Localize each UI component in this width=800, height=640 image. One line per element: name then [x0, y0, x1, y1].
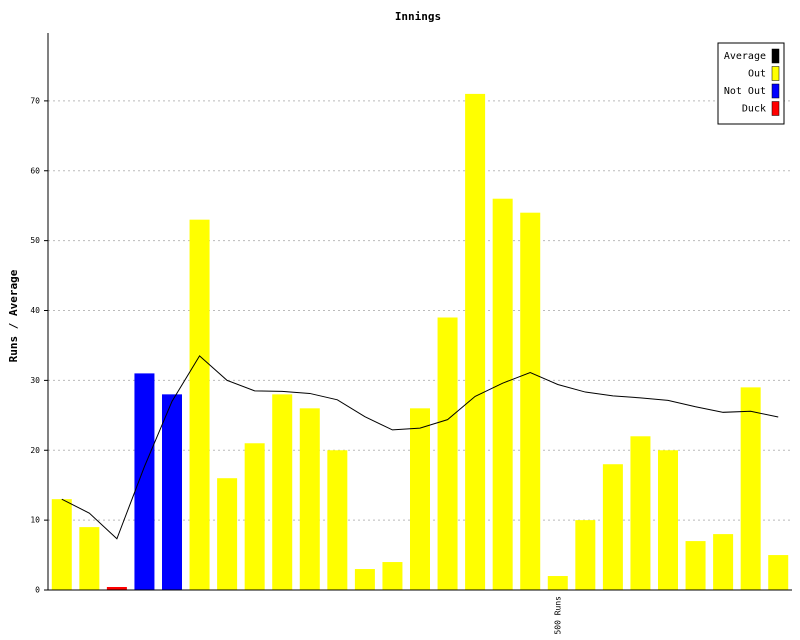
x-tick-label: 500 Runs — [553, 596, 562, 635]
legend-swatch — [771, 48, 780, 64]
bar — [106, 587, 127, 590]
y-tick-label: 50 — [30, 236, 40, 245]
bar — [189, 219, 210, 590]
legend-swatch — [771, 83, 780, 99]
bar — [492, 198, 513, 590]
bar — [382, 562, 403, 590]
bar — [520, 212, 541, 591]
bar — [630, 436, 651, 590]
legend-swatch — [771, 66, 780, 81]
average-line — [61, 355, 779, 540]
bar — [437, 317, 458, 590]
bar — [244, 443, 265, 590]
bar — [547, 576, 568, 590]
y-tick-label: 60 — [30, 166, 40, 175]
y-tick-label: 20 — [30, 446, 40, 455]
bar — [327, 450, 348, 590]
y-tick-label: 70 — [30, 96, 40, 105]
legend-label: Duck — [742, 104, 766, 115]
bar — [51, 499, 72, 590]
y-tick-label: 40 — [30, 306, 40, 315]
y-tick-label: 10 — [30, 516, 40, 525]
y-tick-label: 0 — [35, 586, 40, 595]
legend-label: Not Out — [724, 86, 766, 97]
legend-label: Average — [724, 51, 766, 62]
y-axis-label: Runs / Average — [7, 269, 20, 362]
chart-title: Innings — [395, 10, 441, 23]
bar — [134, 373, 155, 590]
bar — [299, 408, 320, 590]
bar — [410, 408, 430, 590]
bar — [713, 534, 734, 590]
legend-swatch — [771, 101, 780, 116]
bar — [685, 541, 706, 590]
legend-label: Out — [748, 69, 766, 80]
bar — [740, 387, 761, 590]
bar — [768, 555, 789, 590]
bar — [575, 520, 596, 590]
bar — [79, 527, 100, 590]
bar — [658, 450, 678, 590]
bar — [272, 394, 293, 590]
bar — [217, 478, 238, 590]
bar — [354, 569, 375, 590]
y-tick-label: 30 — [30, 376, 40, 385]
bar — [465, 93, 486, 590]
bar — [162, 394, 182, 590]
bar — [602, 464, 623, 590]
